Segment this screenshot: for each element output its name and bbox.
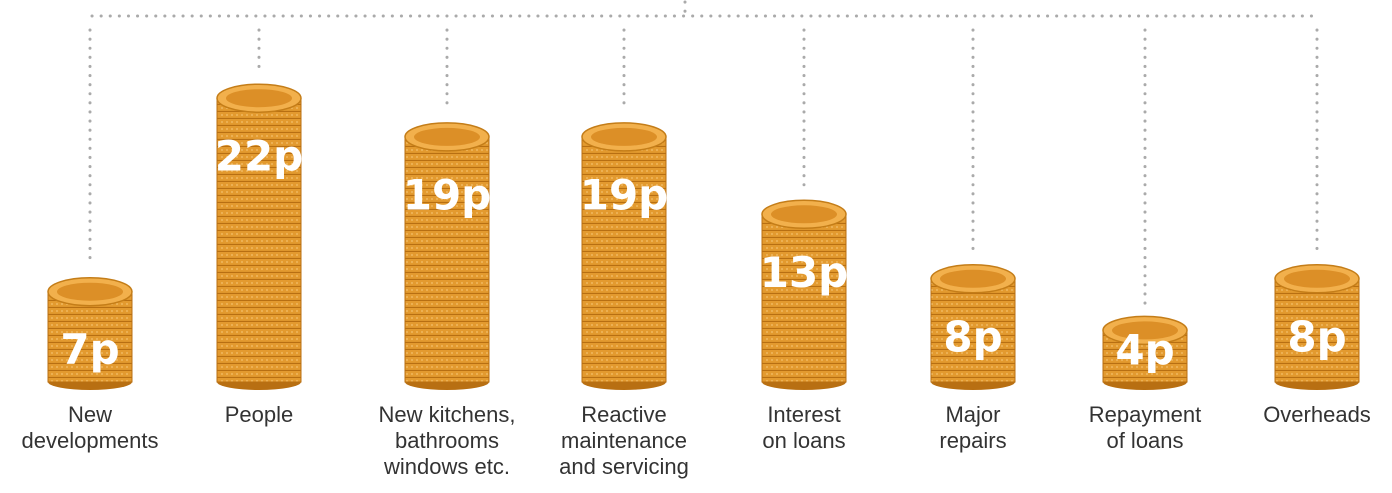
page: 7p22p19p19p13p8p4p8p (() => { const data…: [0, 0, 1392, 493]
value-label: 22p: [215, 132, 304, 181]
coin-top-inner: [226, 89, 292, 107]
value-label: 19p: [403, 170, 492, 219]
coin-stack: [762, 214, 846, 382]
category-label: People: [159, 402, 359, 428]
coin-top-inner: [57, 283, 123, 301]
category-label: Repayment of loans: [1045, 402, 1245, 454]
value-label: 8p: [1287, 312, 1346, 361]
category-label: Overheads: [1217, 402, 1392, 428]
coin-top-inner: [414, 128, 480, 146]
coin-top-inner: [1284, 270, 1350, 288]
coin-top-inner: [771, 205, 837, 223]
value-label: 13p: [760, 248, 849, 297]
coin-top-inner: [940, 270, 1006, 288]
coin-top-inner: [591, 128, 657, 146]
category-label: Reactive maintenance and servicing: [524, 402, 724, 480]
value-label: 7p: [60, 325, 119, 374]
value-label: 19p: [580, 170, 669, 219]
category-label: New kitchens, bathrooms windows etc.: [347, 402, 547, 480]
value-label: 4p: [1115, 326, 1174, 375]
value-label: 8p: [943, 312, 1002, 361]
category-label: Major repairs: [873, 402, 1073, 454]
